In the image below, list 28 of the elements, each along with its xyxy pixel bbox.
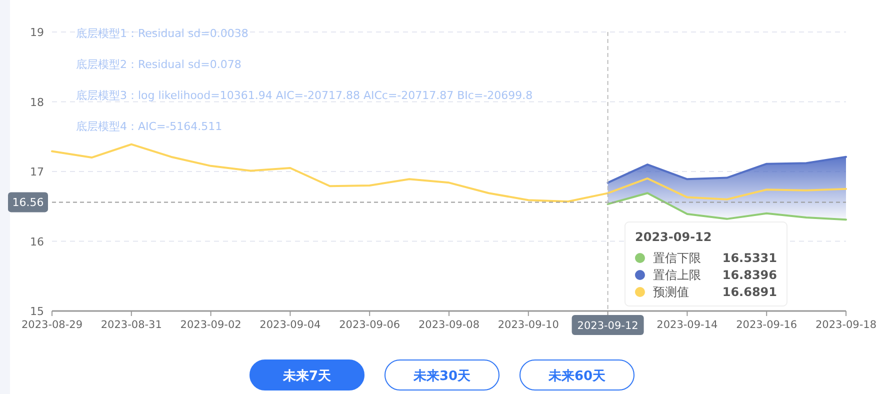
y-tick-label: 19 [30,26,44,39]
y-tick-label: 17 [30,166,44,178]
x-tick-label: 2023-08-29 [21,319,83,331]
x-tick-label: 2023-08-31 [100,319,162,331]
annotation: 底层模型4：AIC=-5164.511 [76,120,222,133]
annotation: 16.8396 [722,268,777,282]
y-tick-label: 18 [30,96,44,109]
y-tick-label: 16 [30,235,44,248]
ref-line-label: 2023-09-12 [577,320,638,332]
ref-line-label: 16.56 [12,196,44,210]
annotation: 16.5331 [722,251,777,265]
annotation: 底层模型2：Residual sd=0.078 [76,58,242,71]
x-tick-label: 2023-09-08 [418,319,480,331]
x-tick-label: 2023-09-10 [498,319,559,331]
x-tick-label: 2023-09-04 [260,319,322,331]
annotation: 16.6891 [722,285,777,299]
x-tick-label: 2023-09-02 [180,319,242,331]
annotation: 底层模型3：log likelihood=10361.94 AIC=-20717.88 AICc=-20717.87 BIc=-20699.8 [76,89,533,102]
legend-label: 预测值 [653,285,689,299]
x-tick-label: 2023-09-16 [736,319,798,331]
annotation: 底层模型1：Residual sd=0.0038 [76,27,248,40]
legend-title: 2023-09-12 [635,230,712,244]
x-tick-label: 2023-09-14 [656,319,718,331]
x-tick-label: 2023-09-06 [339,319,400,331]
legend-label: 置信上限 [653,268,701,282]
legend-label: 置信下限 [653,251,701,265]
x-tick-label: 2023-09-18 [815,319,877,331]
y-tick-label: 15 [30,305,44,318]
